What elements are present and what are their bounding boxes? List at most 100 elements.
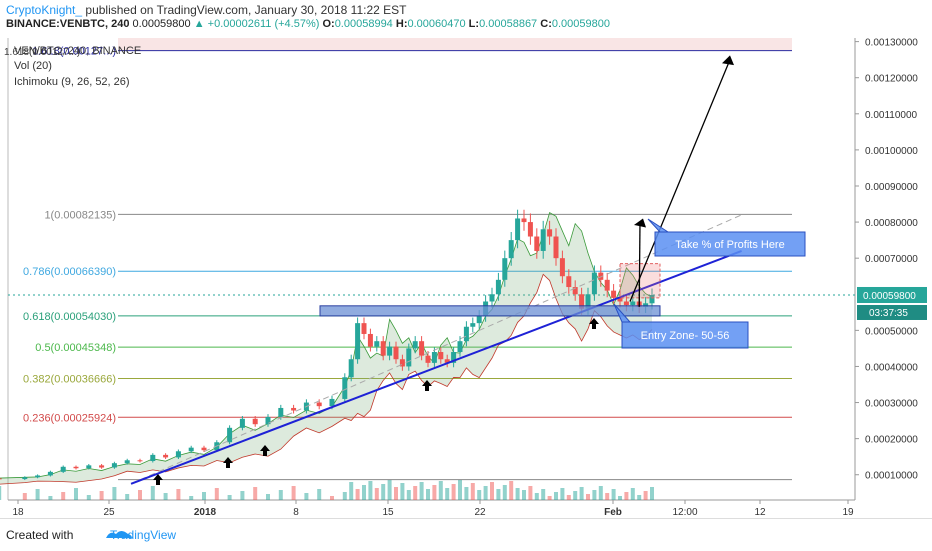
volume-bar	[419, 482, 424, 500]
open-label: O:	[322, 18, 335, 30]
volume-bar	[253, 487, 258, 500]
price-chart[interactable]: 1(0.00082135) 0.786(0.00066390) 0.618(0.00…	[0, 0, 932, 518]
up-arrow-icon	[260, 445, 270, 456]
volume-bar	[618, 496, 622, 500]
candle-body	[585, 294, 591, 309]
volume-bar	[432, 485, 437, 500]
y-tick-label: 0.00090000	[865, 182, 918, 193]
volume-bar	[0, 486, 2, 500]
candle-body	[559, 258, 565, 277]
candle-body	[534, 236, 540, 251]
candle-body	[521, 218, 527, 223]
candle-body	[355, 323, 361, 360]
legend-volume[interactable]: Vol (20)	[14, 60, 52, 72]
candle-body	[111, 463, 117, 468]
candle-body	[239, 418, 245, 428]
volume-bar	[496, 489, 501, 500]
volume-bar	[99, 491, 104, 500]
fib-label: 0.236(0.00025924)	[23, 412, 116, 424]
candle-body	[623, 301, 629, 306]
candle-body	[470, 323, 476, 327]
volume-bar	[477, 490, 482, 500]
volume-bar	[138, 490, 142, 500]
publish-line: CryptoKnight_ published on TradingView.c…	[6, 3, 407, 17]
candle-body	[502, 258, 508, 280]
volume-bar	[214, 488, 219, 500]
candle-body	[86, 465, 92, 469]
author-link[interactable]: CryptoKnight_	[6, 3, 83, 17]
volume-bar	[605, 493, 610, 500]
ichimoku-span-b	[0, 273, 653, 485]
legend-symbol[interactable]: VEN/BTC, 240, BINANCE	[14, 45, 142, 57]
volume-bar	[349, 482, 354, 500]
volume-bar	[579, 487, 584, 500]
y-tick-label: 0.00120000	[865, 74, 918, 85]
candle-body	[342, 377, 348, 399]
candle-body	[643, 303, 649, 307]
projection-arrowhead	[634, 218, 646, 228]
candle-body	[227, 427, 233, 443]
volume-bar	[515, 488, 520, 500]
up-arrow-icon	[153, 474, 163, 485]
volume-bar	[464, 487, 469, 500]
volume-bar	[381, 484, 386, 500]
fib-label: 0.786(0.00066390)	[23, 266, 116, 278]
high-value: 0.00060470	[407, 18, 466, 30]
volume-bar	[342, 492, 347, 500]
volume-bar	[541, 489, 546, 500]
candle-body	[137, 460, 143, 462]
last-price: 0.00059800	[132, 18, 191, 30]
volume-bar	[304, 493, 309, 500]
volume-bar	[22, 493, 27, 500]
y-tick-label: 0.00100000	[865, 146, 918, 157]
volume-bar	[483, 486, 488, 500]
low-value: 0.00058867	[479, 18, 538, 30]
volume-bar	[586, 494, 590, 500]
candle-body	[425, 355, 431, 363]
y-tick-label: 0.00030000	[865, 399, 918, 410]
up-triangle-icon: ▲	[193, 18, 205, 30]
volume-bar	[637, 495, 642, 500]
tradingview-brand[interactable]: TradingView	[110, 528, 177, 542]
x-tick-label: 15	[382, 507, 394, 518]
candle-body	[387, 346, 393, 356]
candle-body	[0, 478, 2, 480]
fib-label: 1(0.00082135)	[44, 209, 116, 221]
candle-body	[374, 341, 380, 347]
candle-body	[47, 471, 53, 476]
volume-bar	[368, 481, 373, 500]
volume-bar	[413, 486, 418, 500]
x-tick-label: 8	[293, 507, 299, 518]
candle-body	[617, 297, 623, 302]
volume-bar	[374, 488, 379, 500]
x-tick-label: 25	[103, 507, 115, 518]
candle-body	[527, 222, 533, 237]
created-with-text: Created with	[6, 528, 74, 542]
ichimoku-span-a	[0, 212, 653, 479]
volume-bar	[650, 487, 654, 500]
candle-body	[457, 341, 463, 353]
volume-bar	[528, 486, 533, 500]
volume-bar	[522, 490, 526, 500]
x-tick-label: 19	[842, 507, 854, 518]
candle-body	[348, 359, 354, 378]
volume-bar	[534, 493, 539, 500]
candle-body	[566, 276, 572, 288]
tradingview-logo-icon[interactable]	[80, 526, 158, 544]
fib-label: 0.5(0.00045348)	[35, 342, 116, 354]
volume-bar	[278, 490, 283, 500]
y-tick-label: 0.00020000	[865, 435, 918, 446]
candle-body	[444, 359, 450, 363]
legend-ichimoku[interactable]: Ichimoku (9, 26, 52, 26)	[14, 76, 130, 88]
chart-header: CryptoKnight_ published on TradingView.c…	[0, 0, 932, 34]
volume-bar	[227, 495, 232, 500]
volume-bar	[438, 481, 443, 500]
volume-bar	[490, 482, 494, 500]
candle-body	[630, 301, 636, 306]
volume-bar	[291, 486, 296, 500]
volume-bar	[406, 490, 411, 500]
volume-bar	[445, 488, 450, 500]
volume-bar	[202, 492, 206, 500]
candle-body	[476, 315, 482, 324]
candle-body	[438, 352, 444, 360]
